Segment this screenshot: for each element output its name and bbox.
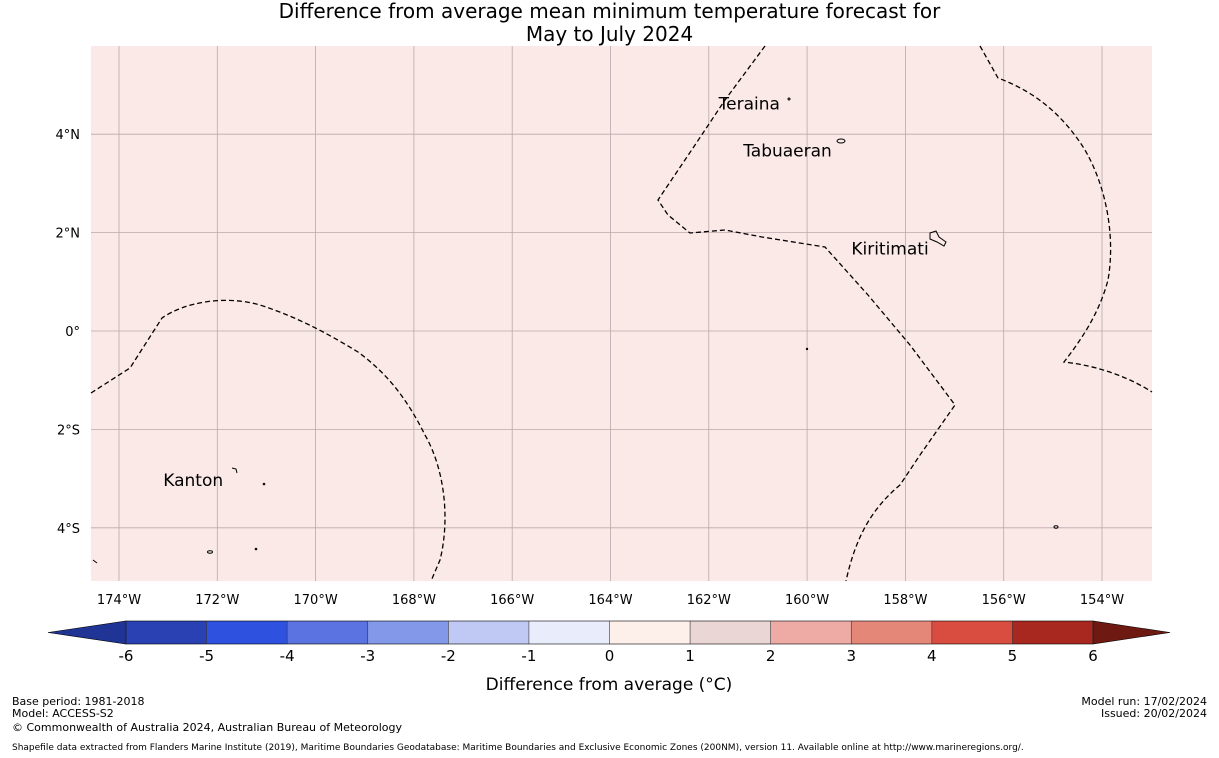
colorbar-segment	[690, 621, 771, 644]
colorbar-tick-label: 6	[1088, 647, 1098, 665]
colorbar-extend-high	[1092, 620, 1171, 645]
longitude-label: 168°W	[392, 593, 436, 608]
longitude-label: 162°W	[687, 593, 731, 608]
longitude-label: 172°W	[195, 593, 239, 608]
title-line-1: Difference from average mean minimum tem…	[278, 0, 941, 23]
shapefile-credit: Shapefile data extracted from Flanders M…	[12, 743, 1024, 753]
kiritimati-island-shape	[929, 230, 947, 247]
latitude-label: 4°S	[57, 522, 80, 537]
colorbar-tick-label: 4	[927, 647, 937, 665]
longitude-label: 164°W	[588, 593, 632, 608]
longitude-label: 154°W	[1080, 593, 1124, 608]
model-run-text: Model run: 17/02/2024	[1081, 695, 1207, 708]
latitude-label: 2°N	[56, 227, 81, 242]
island-shape	[254, 547, 258, 551]
island-shape	[805, 347, 809, 351]
place-label: Kiritimati	[851, 240, 928, 260]
island-shape	[92, 559, 98, 564]
colorbar-segment	[609, 621, 691, 644]
tabuaeran-island-shape	[836, 138, 846, 144]
longitude-label: 166°W	[490, 593, 534, 608]
colorbar-segment	[126, 621, 207, 644]
colorbar-segment	[448, 621, 529, 644]
longitude-label: 156°W	[982, 593, 1026, 608]
eez-boundary-kanton	[90, 299, 446, 582]
issued-date-text: Issued: 20/02/2024	[1100, 707, 1207, 720]
longitude-label: 174°W	[97, 593, 141, 608]
place-label: Tabuaeran	[742, 141, 832, 161]
colorbar-segment	[287, 621, 368, 644]
longitude-label: 158°W	[883, 593, 927, 608]
island-shape	[1053, 525, 1059, 529]
colorbar-segment	[851, 621, 932, 644]
colorbar-title: Difference from average (°C)	[486, 675, 733, 695]
colorbar-tick-label: 3	[846, 647, 856, 665]
title-line-2: May to July 2024	[525, 22, 694, 46]
colorbar-tick-label: 1	[685, 647, 695, 665]
colorbar-tick-label: -6	[119, 647, 134, 665]
eez-boundary-line-islands	[657, 45, 956, 582]
colorbar-tick-label: 2	[766, 647, 776, 665]
place-label: Kanton	[163, 471, 223, 491]
colorbar-tick-label: -1	[521, 647, 536, 665]
latitude-label: 2°S	[57, 423, 80, 438]
base-period-text: Base period: 1981-2018	[12, 695, 145, 708]
colorbar-segment	[206, 621, 288, 644]
latitude-label: 0°	[65, 325, 80, 340]
latitude-label: 4°N	[56, 128, 81, 143]
colorbar-tick-label: -3	[360, 647, 375, 665]
island-shape	[207, 550, 213, 554]
kanton-island-shape	[231, 467, 238, 474]
island-shape	[262, 482, 266, 486]
colorbar-tick-label: -5	[199, 647, 214, 665]
longitude-label: 170°W	[294, 593, 338, 608]
colorbar-tick-label: -2	[441, 647, 456, 665]
longitude-label: 160°W	[785, 593, 829, 608]
colorbar-segment	[528, 621, 610, 644]
place-label: Teraina	[718, 95, 780, 115]
colorbar-extend-low	[47, 620, 127, 645]
eez-boundary-east	[979, 45, 1153, 393]
map-background	[91, 46, 1152, 581]
colorbar-tick-label: -4	[280, 647, 295, 665]
copyright-text: © Commonwealth of Australia 2024, Austra…	[12, 721, 402, 734]
colorbar-segment	[367, 621, 449, 644]
teraina-island-shape	[787, 97, 791, 101]
colorbar-tick-label: 5	[1008, 647, 1018, 665]
colorbar-segment	[770, 621, 852, 644]
colorbar-tick-label: 0	[605, 647, 615, 665]
colorbar-segment	[1012, 621, 1093, 644]
colorbar-segment	[931, 621, 1013, 644]
model-text: Model: ACCESS-S2	[12, 707, 114, 720]
chart-title: Difference from average mean minimum tem…	[0, 0, 1219, 46]
